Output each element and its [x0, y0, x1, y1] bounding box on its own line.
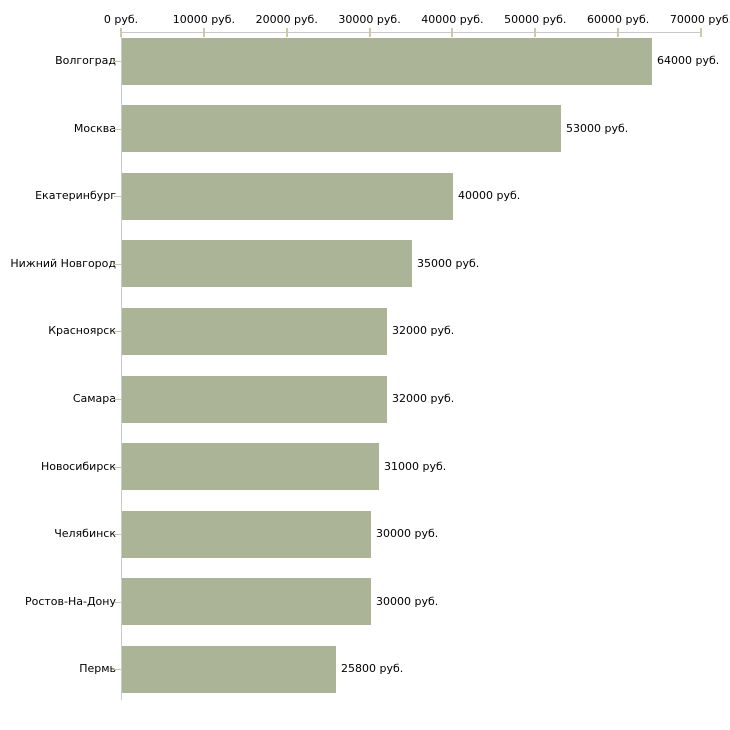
bar-value-label: 32000 руб. [392, 392, 455, 405]
bar [122, 240, 412, 288]
bar [122, 105, 561, 153]
category-label: Волгоград [55, 54, 116, 67]
category-label: Москва [73, 121, 116, 135]
bar-value-label: 40000 руб. [458, 189, 521, 203]
bar [122, 578, 371, 626]
bar-value-label: 35000 руб. [417, 256, 480, 270]
bar [122, 37, 652, 85]
category-label: Новосибирск [40, 459, 116, 473]
bar [122, 375, 387, 423]
bar [122, 172, 453, 220]
bar-value-label: 64000 руб. [657, 54, 720, 67]
y-tick-mark [114, 399, 121, 400]
bar [122, 443, 379, 491]
bar [122, 307, 387, 355]
x-tick-mark [120, 28, 122, 37]
y-tick-mark [114, 128, 121, 130]
x-tick-mark [451, 28, 454, 37]
x-tick-label: 70000 руб. [669, 13, 730, 26]
category-label: Самара [72, 392, 116, 405]
x-tick-label: 40000 руб. [421, 13, 484, 26]
x-tick-label: 50000 руб. [504, 13, 567, 26]
bar [122, 510, 371, 558]
x-tick-mark [202, 28, 205, 37]
y-tick-mark [114, 534, 121, 536]
x-axis-line [121, 32, 702, 33]
category-label: Ростов-На-Дону [24, 594, 116, 608]
bar-value-label: 30000 руб. [376, 594, 439, 608]
y-tick-mark [114, 331, 121, 333]
x-tick-label: 20000 руб. [255, 13, 318, 26]
category-label: Пермь [79, 662, 116, 676]
category-label: Красноярск [48, 324, 116, 338]
x-tick-mark [368, 28, 371, 37]
bar-value-label: 32000 руб. [392, 324, 455, 338]
x-tick-label: 60000 руб. [587, 13, 650, 26]
bar-value-label: 31000 руб. [384, 459, 447, 473]
x-tick-label: 10000 руб. [172, 13, 235, 26]
y-tick-mark [114, 669, 121, 671]
category-label: Екатеринбург [35, 189, 116, 203]
x-tick-mark [285, 28, 288, 37]
y-tick-mark [114, 196, 121, 198]
y-tick-mark [114, 61, 121, 62]
category-label: Челябинск [54, 527, 116, 541]
y-axis-line [121, 32, 122, 700]
category-label: Нижний Новгород [10, 256, 116, 270]
bar [122, 645, 336, 693]
y-tick-mark [114, 466, 121, 468]
bar-value-label: 53000 руб. [566, 121, 629, 135]
y-tick-mark [114, 263, 121, 265]
x-tick-mark [617, 28, 620, 37]
y-tick-mark [114, 601, 121, 603]
x-tick-label: 30000 руб. [338, 13, 401, 26]
x-tick-mark [700, 28, 702, 37]
bar-value-label: 30000 руб. [376, 527, 439, 541]
x-tick-mark [534, 28, 537, 37]
x-tick-label: 0 руб. [103, 13, 139, 26]
bar-value-label: 25800 руб. [341, 662, 404, 676]
